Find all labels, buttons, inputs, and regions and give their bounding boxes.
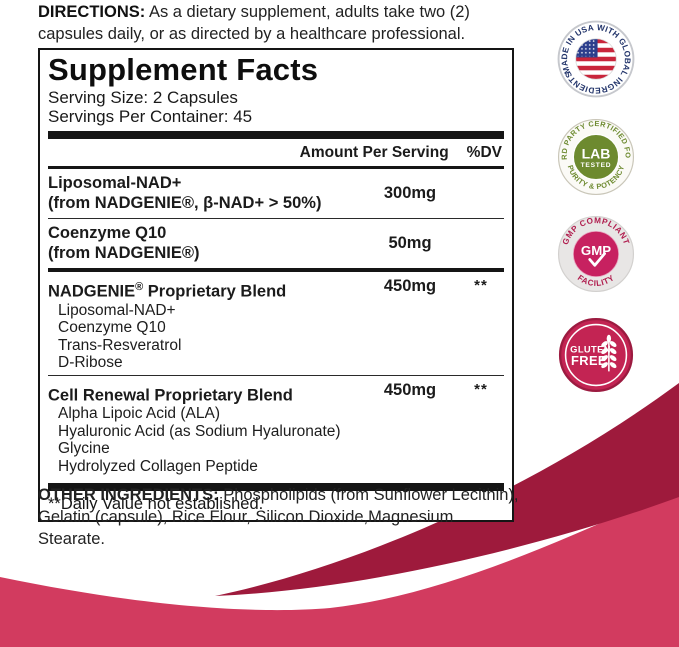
other-ingredients-paragraph: OTHER INGREDIENTS: Phospholipids (from S…: [38, 485, 520, 551]
badge-gluten-free: GLUTEN FREE: [557, 316, 635, 394]
nutrient-row-liposomal-nad: Liposomal-NAD+ (from NADGENIE®, β-NAD+ >…: [48, 169, 504, 218]
divider-medium: [48, 166, 504, 169]
swoosh-dark-shape: [215, 383, 679, 596]
badge-gmp-compliant: GMP COMPLIANT FACILITY GMP: [557, 215, 635, 293]
blend-amount: 450mg: [383, 380, 437, 399]
serving-size: Serving Size: 2 Capsules: [48, 88, 238, 107]
other-ingredients-body: Phospholipids (from Sunflower Lecithin),…: [38, 486, 519, 548]
badge-made-in-usa: MADE IN USA WITH GLOBAL INGREDIENTS: [557, 20, 635, 98]
nutrient-name: Coenzyme Q10 (from NADGENIE®): [48, 224, 362, 263]
nutrient-name-line2: (from NADGENIE®): [48, 243, 200, 262]
inner-white-ring: [564, 323, 628, 387]
blend-name-suffix: Proprietary Blend: [143, 282, 287, 301]
gmp-center-text: GMP: [581, 243, 611, 258]
panel-title: Supplement Facts: [48, 52, 319, 87]
lab-center-line2: TESTED: [581, 162, 612, 169]
blend-ingredient: D-Ribose: [58, 354, 123, 371]
blend-ingredient: Alpha Lipoic Acid (ALA): [58, 405, 220, 422]
wheat-icon: [601, 334, 617, 372]
blend-name-text: NADGENIE: [48, 282, 136, 301]
gluten-line2: FREE: [571, 353, 607, 368]
directions-label: DIRECTIONS:: [38, 3, 146, 21]
checkmark-icon: [588, 252, 606, 267]
supplement-facts-panel: Supplement Facts Serving Size: 2 Capsule…: [38, 48, 514, 522]
divider-thin: [48, 218, 504, 219]
blend-ingredient-list: Alpha Lipoic Acid (ALA) Hyaluronic Acid …: [48, 405, 504, 475]
nutrient-amount: 300mg: [383, 184, 437, 202]
swoosh-pink-shape: [0, 488, 679, 647]
blend-ingredient: Hyaluronic Acid (as Sodium Hyaluronate): [58, 422, 341, 440]
blend-ingredient: Glycine: [58, 440, 110, 457]
blend-ingredient: Trans-Resveratrol: [58, 336, 182, 354]
blend-title-row: NADGENIE® Proprietary Blend 450mg **: [48, 277, 504, 302]
divider-thick-bottom: [48, 483, 504, 491]
nutrient-name-line1: Coenzyme Q10: [48, 224, 167, 242]
blend-amount: 450mg: [383, 277, 437, 295]
blend-ingredient-list: Liposomal-NAD+ Coenzyme Q10 Trans-Resver…: [48, 302, 504, 372]
blend-ingredient: Coenzyme Q10: [58, 319, 166, 336]
nutrient-amount: 50mg: [388, 234, 432, 252]
nutrient-name-line1: Liposomal-NAD+: [48, 174, 182, 192]
blend-name: Cell Renewal Proprietary Blend: [48, 381, 362, 406]
svg-text:FACILITY: FACILITY: [576, 273, 616, 288]
dv-footnote: **Daily Value not established.: [48, 495, 264, 513]
blend-dv: **: [474, 277, 488, 294]
directions-paragraph: DIRECTIONS: As a dietary supplement, adu…: [38, 2, 518, 46]
blend-name-text: Cell Renewal Proprietary Blend: [48, 386, 293, 404]
column-header-row: Amount Per Serving %DV: [48, 139, 504, 166]
amount-per-serving-header: Amount Per Serving: [299, 144, 449, 161]
blend-ingredient: Liposomal-NAD+: [58, 301, 176, 319]
divider-thick-top: [48, 131, 504, 139]
nutrient-name-line2: (from NADGENIE®, β-NAD+ > 50%): [48, 193, 322, 212]
blend-cell-renewal: Cell Renewal Proprietary Blend 450mg ** …: [48, 376, 504, 479]
divider-thin: [48, 374, 504, 376]
gmp-arc-bottom-text: FACILITY: [576, 273, 616, 288]
blend-dv: **: [474, 380, 488, 398]
lab-center-line1: LAB: [582, 146, 611, 162]
gluten-line1: GLUTEN: [570, 345, 611, 355]
badge-circle: [558, 317, 634, 393]
servings-per-container: Servings Per Container: 45: [48, 107, 253, 126]
us-flag-icon: [575, 38, 617, 80]
badge-lab-tested: 3RD PARTY CERTIFIED FOR PURITY & POTENCY…: [557, 118, 635, 196]
blend-ingredient: Hydrolyzed Collagen Peptide: [58, 457, 258, 475]
gmp-inner-circle: [572, 230, 620, 278]
nutrient-row-coq10: Coenzyme Q10 (from NADGENIE®) 50mg: [48, 219, 504, 268]
directions-body: As a dietary supplement, adults take two…: [38, 3, 470, 43]
other-ingredients-label: OTHER INGREDIENTS:: [38, 486, 219, 504]
nutrient-name: Liposomal-NAD+ (from NADGENIE®, β-NAD+ >…: [48, 174, 362, 213]
dv-header: %DV: [466, 144, 502, 161]
blend-name: NADGENIE® Proprietary Blend: [48, 277, 362, 302]
lab-inner-circle: [572, 133, 620, 181]
registered-mark: ®: [135, 281, 144, 293]
blend-title-row: Cell Renewal Proprietary Blend 450mg **: [48, 381, 504, 406]
divider-thick-mid: [48, 268, 504, 272]
blend-nadgenie: NADGENIE® Proprietary Blend 450mg ** Lip…: [48, 272, 504, 375]
